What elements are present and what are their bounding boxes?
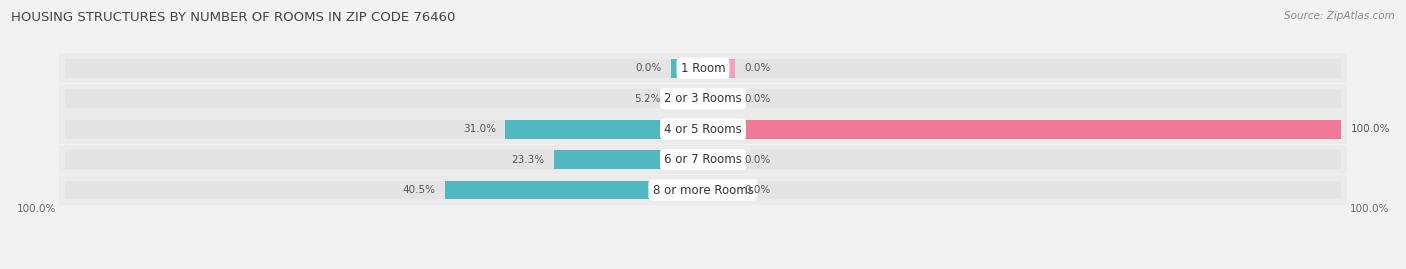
Text: 0.0%: 0.0%	[744, 185, 770, 195]
Bar	[703, 120, 1341, 139]
Bar	[554, 150, 703, 169]
Bar	[59, 53, 1347, 83]
Bar	[703, 89, 1341, 108]
Bar	[703, 150, 1341, 169]
Bar	[703, 150, 735, 169]
Text: 0.0%: 0.0%	[636, 63, 662, 73]
Text: 40.5%: 40.5%	[402, 185, 434, 195]
Bar	[59, 145, 1347, 175]
Text: 0.0%: 0.0%	[744, 63, 770, 73]
Bar	[59, 84, 1347, 114]
Bar	[703, 180, 1341, 200]
Bar	[669, 89, 703, 108]
Text: HOUSING STRUCTURES BY NUMBER OF ROOMS IN ZIP CODE 76460: HOUSING STRUCTURES BY NUMBER OF ROOMS IN…	[11, 11, 456, 24]
Bar	[703, 59, 1341, 78]
Bar	[703, 120, 1341, 139]
Bar	[59, 175, 1347, 205]
Bar	[59, 114, 1347, 144]
Bar	[65, 180, 703, 200]
Bar	[65, 120, 703, 139]
Text: Source: ZipAtlas.com: Source: ZipAtlas.com	[1284, 11, 1395, 21]
Text: 0.0%: 0.0%	[744, 155, 770, 165]
Bar	[703, 59, 735, 78]
Bar	[65, 59, 703, 78]
Bar	[505, 120, 703, 139]
Text: 100.0%: 100.0%	[17, 204, 56, 214]
Text: 100.0%: 100.0%	[1351, 124, 1391, 134]
Text: 2 or 3 Rooms: 2 or 3 Rooms	[664, 92, 742, 105]
Text: 5.2%: 5.2%	[634, 94, 661, 104]
Text: 4 or 5 Rooms: 4 or 5 Rooms	[664, 123, 742, 136]
Text: 8 or more Rooms: 8 or more Rooms	[652, 183, 754, 197]
Text: 100.0%: 100.0%	[1350, 204, 1389, 214]
Text: 31.0%: 31.0%	[463, 124, 496, 134]
Bar	[703, 89, 735, 108]
Text: 23.3%: 23.3%	[512, 155, 544, 165]
Bar	[671, 59, 703, 78]
Text: 1 Room: 1 Room	[681, 62, 725, 75]
Text: 0.0%: 0.0%	[744, 94, 770, 104]
Legend: Owner-occupied, Renter-occupied: Owner-occupied, Renter-occupied	[575, 266, 831, 269]
Bar	[703, 180, 735, 200]
Bar	[65, 150, 703, 169]
Bar	[444, 180, 703, 200]
Bar	[65, 89, 703, 108]
Text: 6 or 7 Rooms: 6 or 7 Rooms	[664, 153, 742, 166]
